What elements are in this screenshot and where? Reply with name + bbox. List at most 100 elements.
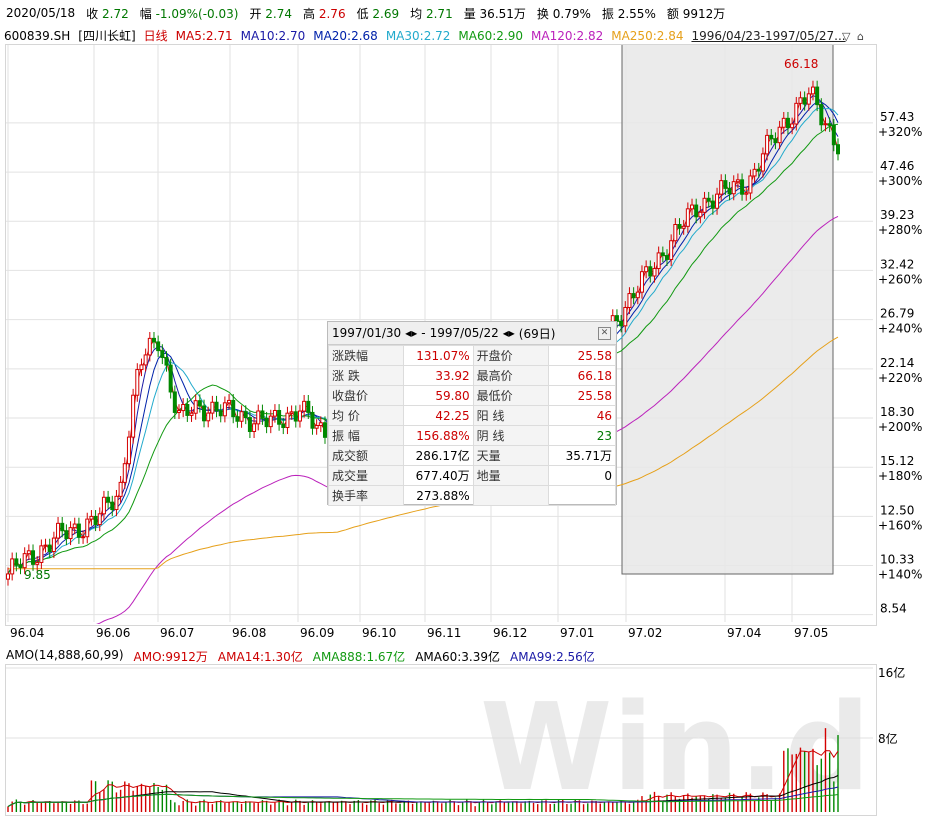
candle-body [706, 197, 711, 202]
candle-body [139, 364, 144, 371]
amo-bar [382, 804, 385, 812]
popup-row: 收盘价 59.80 最低价 25.58 [328, 385, 617, 406]
candle-body [143, 354, 148, 366]
change-label: 幅 [139, 6, 152, 21]
amo-bar [149, 787, 151, 812]
amo-bar [328, 801, 330, 812]
amo-bar [503, 802, 506, 812]
popup-header: 1997/01/30 ◂▸ - 1997/05/22 ◂▸ (69日) ✕ [328, 322, 616, 345]
y-tick-price: 8.54 [880, 602, 907, 616]
amo-bar [411, 803, 414, 812]
candle-body [619, 320, 624, 327]
collapse-icon[interactable]: ▽ [842, 30, 851, 43]
amo-bar [507, 802, 510, 812]
candle-body [656, 252, 661, 270]
candle-body [101, 496, 106, 515]
candle-body [39, 545, 44, 563]
amo-bar [28, 801, 30, 812]
amo-bar [716, 794, 718, 812]
amo-bar [703, 795, 706, 812]
popup-row: 成交量 677.40万 地量 0 [328, 465, 617, 486]
amo-bar [733, 793, 735, 812]
ama99-value: AMA99:2.56亿 [510, 650, 595, 664]
x-tick-label: 97.01 [560, 626, 595, 640]
candle-body [285, 412, 290, 429]
popup-value: 23 [547, 425, 617, 446]
amo-bar [228, 802, 230, 812]
amo-bar [645, 801, 647, 812]
candle-body [827, 123, 832, 126]
candle-body [306, 400, 311, 413]
amo-bar [357, 800, 360, 812]
open-value: 2.74 [265, 6, 293, 21]
candle-body [22, 553, 27, 569]
y-tick-price: 39.23 [880, 208, 914, 222]
candle-body [289, 411, 294, 414]
candle-body [685, 208, 690, 227]
candle-body [110, 501, 115, 511]
popup-row: 涨 跌 33.92 最高价 66.18 [328, 365, 617, 386]
candle-body [185, 404, 190, 416]
candle-body [26, 550, 31, 555]
candle-body [631, 293, 636, 299]
avg-label: 均 [410, 6, 423, 21]
amo-bar [628, 803, 631, 812]
candle-body [164, 357, 169, 366]
candle-body [156, 341, 161, 352]
amo-bar [261, 800, 264, 812]
interval-stats-popup[interactable]: 1997/01/30 ◂▸ - 1997/05/22 ◂▸ (69日) ✕ 涨跌… [327, 321, 617, 506]
prev-start-icon[interactable]: ◂▸ [405, 326, 418, 340]
ama888-line [7, 793, 839, 808]
candle-body [314, 425, 319, 429]
amo-bar [194, 805, 197, 812]
candle-body [68, 527, 73, 540]
amo-bar [340, 800, 343, 812]
candle-body [193, 400, 198, 414]
candle-body [268, 415, 273, 428]
amo-bar [69, 803, 72, 812]
candle-body [93, 515, 98, 526]
amo-bar [712, 794, 714, 812]
low-value: 2.69 [372, 6, 400, 21]
candle-body [698, 211, 703, 218]
date-range-link[interactable]: 1996/04/23-1997/05/27... [691, 29, 846, 43]
amo-bar [315, 801, 318, 812]
low-label: 低 [356, 6, 369, 21]
candle-body [202, 405, 207, 422]
popup-row: 振 幅 156.88% 阴 线 23 [328, 425, 617, 446]
close-icon[interactable]: ✕ [598, 326, 611, 340]
y-tick-price: 32.42 [880, 257, 914, 271]
candle-body [765, 134, 770, 155]
amo-bar [286, 805, 289, 812]
amo-bar [174, 802, 176, 812]
candle-body [639, 271, 644, 293]
amo-bar [695, 796, 697, 812]
candle-body [214, 401, 219, 412]
amo-bar [190, 802, 193, 812]
lock-icon[interactable]: ⌂ [857, 30, 864, 43]
amo-bar [778, 793, 781, 812]
amo-bar [724, 797, 727, 812]
amo-chart[interactable]: Win.d 16亿 8亿 [0, 664, 942, 816]
popup-value: 273.88% [403, 485, 474, 506]
amo-bar [637, 799, 639, 812]
selection-box[interactable] [621, 44, 834, 575]
x-tick-label: 97.05 [794, 626, 829, 640]
popup-label: 最高价 [472, 365, 549, 386]
amount-label: 额 [666, 6, 679, 21]
x-tick-label: 96.06 [96, 626, 131, 640]
vol-value: 36.51万 [479, 6, 526, 21]
open-label: 开 [249, 6, 262, 21]
candle-body [222, 402, 227, 417]
candle-body [89, 515, 94, 520]
amo-bar [336, 801, 339, 812]
prev-end-icon[interactable]: ◂▸ [502, 326, 515, 340]
period-label[interactable]: 日线 [143, 29, 168, 43]
amo-bar [632, 801, 635, 812]
popup-label: 成交量 [328, 465, 404, 486]
candle-body [302, 400, 307, 412]
y-tick-pct: +220% [878, 371, 922, 385]
y-tick-pct: +240% [878, 322, 922, 336]
x-tick-label: 96.11 [427, 626, 462, 640]
amo-bar [391, 799, 393, 812]
